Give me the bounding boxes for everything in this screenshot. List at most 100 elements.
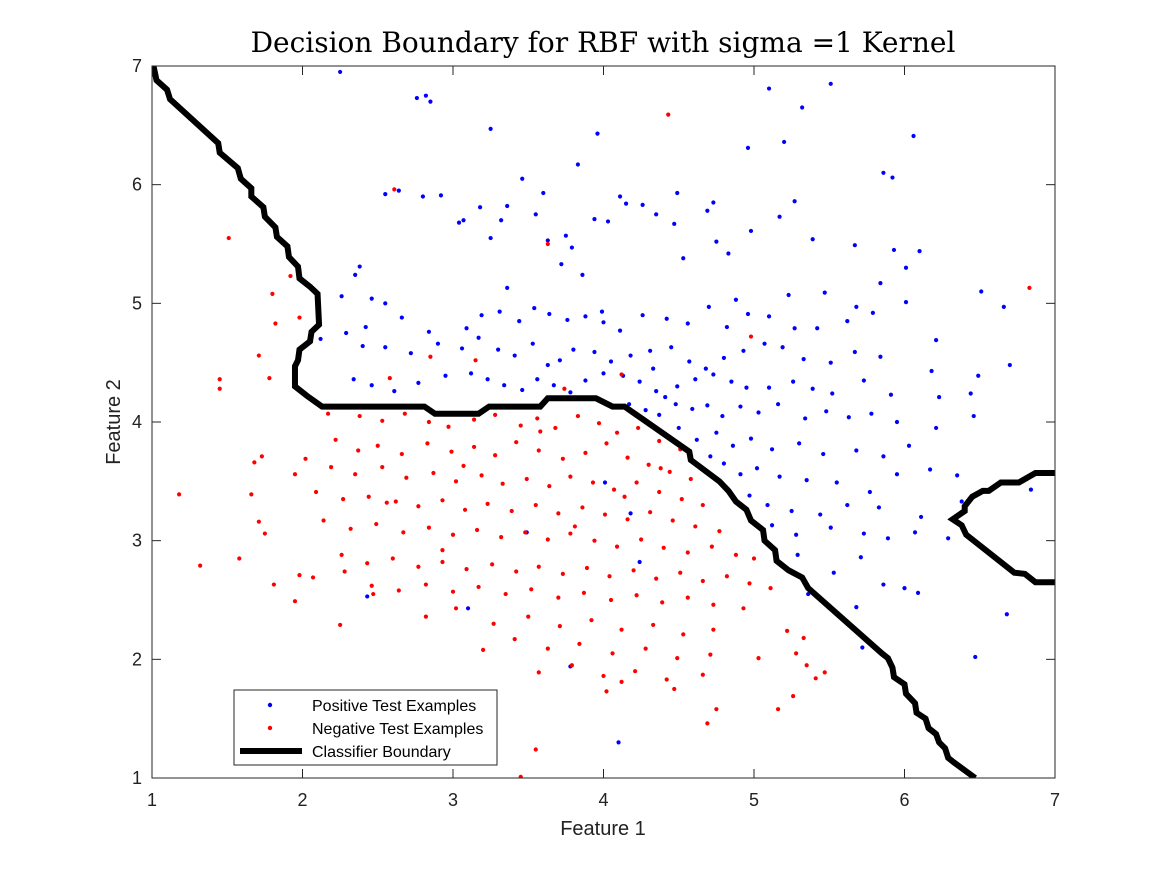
negative-point	[380, 464, 385, 470]
negative-point	[622, 494, 627, 499]
negative-point	[256, 353, 261, 358]
negative-point	[426, 525, 432, 530]
positive-point	[915, 590, 921, 595]
positive-point	[795, 552, 800, 558]
negative-point	[533, 747, 538, 752]
negative-point	[608, 597, 614, 603]
legend-marker-positive	[267, 702, 273, 708]
positive-point	[512, 353, 517, 358]
negative-point	[423, 614, 429, 619]
positive-point	[545, 362, 550, 368]
positive-point	[861, 378, 866, 383]
y-tick-label: 2	[132, 649, 142, 669]
positive-point	[344, 330, 349, 336]
negative-point	[396, 588, 401, 593]
negative-point	[657, 489, 662, 495]
negative-point	[262, 531, 267, 536]
negative-point	[423, 582, 429, 587]
marks-layer	[152, 66, 1055, 778]
negative-point	[271, 582, 276, 587]
legend-marker-negative	[267, 725, 273, 731]
negative-point	[198, 563, 203, 568]
positive-point	[461, 218, 466, 223]
negative-point	[313, 489, 319, 495]
negative-point	[556, 511, 561, 516]
negative-point	[643, 646, 648, 651]
positive-point	[973, 654, 978, 660]
negative-point	[440, 548, 445, 553]
negative-point	[292, 599, 298, 604]
positive-point	[946, 536, 951, 541]
negative-point	[476, 584, 481, 590]
negative-point	[226, 235, 231, 241]
negative-point	[666, 112, 671, 117]
positive-point	[706, 304, 711, 309]
negative-point	[560, 456, 565, 461]
negative-point	[791, 694, 796, 699]
positive-point	[711, 200, 716, 205]
positive-point	[705, 403, 710, 408]
negative-point	[450, 589, 456, 594]
negative-point	[556, 595, 561, 600]
negative-point	[813, 676, 818, 681]
negative-point	[453, 479, 459, 484]
negative-point	[371, 591, 376, 597]
negative-point	[657, 438, 662, 444]
positive-point	[765, 502, 770, 508]
negative-point	[604, 689, 609, 694]
positive-point	[885, 536, 891, 541]
negative-point	[794, 651, 799, 656]
negative-point	[176, 492, 182, 497]
x-tick-label: 7	[1050, 790, 1060, 810]
negative-point	[538, 429, 543, 434]
negative-point	[462, 507, 468, 512]
negative-point	[711, 627, 716, 632]
negative-point	[325, 411, 331, 416]
positive-point	[459, 346, 465, 351]
positive-point	[906, 443, 912, 448]
negative-point	[339, 552, 344, 558]
positive-point	[780, 345, 785, 350]
positive-point	[628, 511, 633, 516]
classifier-boundary-line-1	[152, 66, 978, 778]
positive-point	[637, 559, 642, 565]
positive-point	[929, 368, 934, 374]
negative-point	[658, 466, 663, 471]
negative-point	[619, 679, 624, 684]
positive-point	[894, 419, 900, 425]
positive-point	[927, 467, 933, 472]
positive-point	[568, 390, 573, 395]
negative-point	[500, 481, 505, 486]
negative-point	[259, 454, 264, 459]
negative-point	[711, 602, 716, 607]
positive-point	[675, 190, 680, 196]
negative-point	[577, 641, 582, 647]
x-tick-label: 1	[147, 790, 157, 810]
negative-point	[474, 527, 480, 533]
positive-point	[617, 194, 623, 199]
positive-point	[563, 233, 568, 238]
positive-point	[675, 384, 680, 389]
positive-point	[569, 245, 574, 250]
negative-point	[297, 572, 302, 578]
y-tick-label: 5	[132, 293, 142, 313]
negative-point	[440, 559, 445, 565]
positive-point	[435, 341, 441, 346]
positive-point	[601, 320, 606, 325]
positive-point	[626, 402, 632, 407]
y-tick-label: 1	[132, 768, 142, 788]
positive-point	[392, 389, 397, 394]
positive-point	[465, 606, 471, 611]
positive-point	[547, 311, 552, 317]
positive-point	[681, 256, 686, 261]
negative-point	[366, 494, 371, 499]
positive-point	[623, 201, 629, 206]
positive-point	[637, 379, 642, 384]
negative-point	[553, 425, 558, 431]
negative-point	[581, 590, 587, 595]
positive-point	[861, 531, 866, 536]
positive-point	[748, 436, 754, 441]
negative-point	[756, 656, 761, 661]
